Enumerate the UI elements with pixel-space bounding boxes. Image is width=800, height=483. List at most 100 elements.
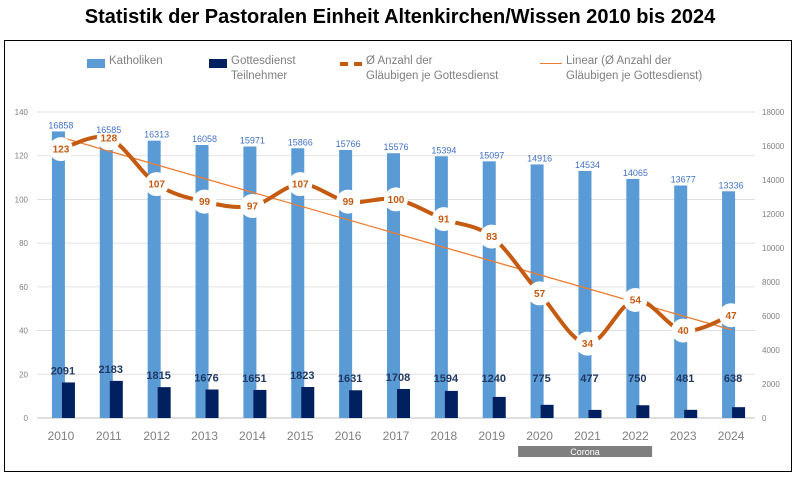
average-marker bbox=[336, 189, 361, 214]
average-data-label: 97 bbox=[247, 201, 259, 212]
average-data-label: 91 bbox=[438, 215, 450, 226]
bar-gottesdienst bbox=[492, 396, 506, 418]
average-data-label: 100 bbox=[388, 195, 405, 206]
average-marker bbox=[431, 207, 456, 232]
average-marker bbox=[48, 137, 73, 162]
legend-label-katholiken: Katholiken bbox=[109, 55, 163, 67]
corona-band bbox=[518, 446, 653, 457]
gottesdienst-data-label: 2183 bbox=[99, 364, 123, 376]
gottesdienst-data-label: 481 bbox=[676, 373, 694, 385]
y-left-tick-label: 120 bbox=[15, 152, 29, 161]
average-data-label: 123 bbox=[53, 145, 70, 156]
average-marker bbox=[671, 318, 696, 343]
bar-gottesdienst bbox=[61, 382, 75, 418]
gottesdienst-data-label: 1240 bbox=[481, 373, 505, 385]
legend-label-linear-line2: Gläubigen je Gottesdienst) bbox=[566, 70, 703, 82]
katholiken-data-label: 15576 bbox=[383, 142, 408, 152]
katholiken-data-label: 16858 bbox=[48, 120, 73, 130]
average-data-label: 40 bbox=[678, 326, 690, 337]
x-tick-label: 2014 bbox=[239, 429, 266, 443]
y-left-tick-label: 20 bbox=[19, 370, 28, 379]
y-right-tick-label: 12000 bbox=[762, 210, 785, 219]
legend-label-linear: Linear (Ø Anzahl der Gläubigen je Gottes… bbox=[566, 54, 702, 84]
bar-gottesdienst bbox=[588, 409, 602, 418]
average-marker bbox=[192, 189, 217, 214]
gottesdienst-data-label: 750 bbox=[628, 373, 646, 385]
legend-label-gottesdienst-line2: Teilnehmer bbox=[231, 70, 288, 82]
bar-gottesdienst bbox=[157, 387, 171, 418]
gottesdienst-data-label: 1676 bbox=[194, 373, 218, 385]
bar-katholiken bbox=[674, 185, 688, 418]
katholiken-data-label: 16313 bbox=[144, 130, 169, 140]
x-tick-label: 2024 bbox=[718, 429, 745, 443]
y-left-tick-label: 60 bbox=[19, 283, 28, 292]
average-data-label: 128 bbox=[100, 134, 117, 145]
x-tick-label: 2022 bbox=[622, 429, 649, 443]
x-tick-label: 2011 bbox=[96, 429, 122, 443]
katholiken-data-label: 14534 bbox=[575, 160, 600, 170]
bar-katholiken bbox=[578, 170, 592, 418]
average-data-label: 99 bbox=[343, 197, 355, 208]
gottesdienst-data-label: 775 bbox=[532, 373, 550, 385]
x-tick-label: 2023 bbox=[670, 429, 697, 443]
x-tick-label: 2018 bbox=[431, 429, 458, 443]
average-marker bbox=[575, 331, 600, 356]
y-right-tick-label: 4000 bbox=[762, 346, 780, 355]
gottesdienst-data-label: 1815 bbox=[146, 370, 170, 382]
average-data-label: 107 bbox=[148, 180, 165, 191]
gottesdienst-data-label: 477 bbox=[580, 373, 598, 385]
x-tick-label: 2013 bbox=[191, 429, 218, 443]
x-tick-label: 2016 bbox=[335, 429, 362, 443]
chart-title: Statistik der Pastoralen Einheit Altenki… bbox=[84, 6, 716, 28]
bar-katholiken bbox=[387, 153, 400, 418]
legend-label-gottesdienst: Gottesdienst Teilnehmer bbox=[231, 54, 296, 84]
bar-gottesdienst bbox=[205, 389, 219, 418]
y-left-tick-label: 140 bbox=[15, 108, 29, 117]
corona-label: Corona bbox=[570, 447, 600, 457]
trendline-linear bbox=[60, 136, 732, 331]
bar-gottesdienst bbox=[732, 407, 746, 418]
chart-frame bbox=[4, 40, 792, 472]
y-right-tick-label: 8000 bbox=[762, 278, 780, 287]
legend-swatch-average bbox=[340, 62, 362, 66]
katholiken-data-label: 15766 bbox=[336, 139, 361, 149]
y-right-tick-label: 18000 bbox=[762, 108, 785, 117]
y-right-tick-label: 10000 bbox=[762, 244, 785, 253]
katholiken-data-label: 15866 bbox=[288, 137, 313, 147]
bar-gottesdienst bbox=[397, 388, 410, 418]
gottesdienst-data-label: 1708 bbox=[386, 372, 410, 384]
legend-label-average: Ø Anzahl der Gläubigen je Gottesdienst bbox=[366, 54, 498, 84]
legend-swatch-linear bbox=[540, 63, 562, 64]
bar-gottesdienst bbox=[684, 409, 698, 418]
average-data-label: 83 bbox=[486, 232, 498, 243]
x-tick-label: 2020 bbox=[526, 429, 553, 443]
legend-swatch-gottesdienst bbox=[209, 59, 227, 68]
legend-label-gottesdienst-line1: Gottesdienst bbox=[231, 55, 296, 67]
legend-swatch-katholiken bbox=[87, 59, 105, 68]
gottesdienst-data-label: 1594 bbox=[434, 373, 459, 385]
average-marker bbox=[479, 224, 504, 249]
legend-label-average-line2: Gläubigen je Gottesdienst bbox=[366, 70, 499, 82]
average-data-label: 107 bbox=[292, 180, 309, 191]
x-tick-label: 2015 bbox=[287, 429, 314, 443]
y-right-tick-label: 0 bbox=[762, 414, 767, 423]
bar-gottesdienst bbox=[253, 389, 267, 418]
average-marker bbox=[96, 126, 121, 151]
average-data-label: 57 bbox=[534, 289, 546, 300]
average-marker bbox=[288, 172, 313, 197]
bar-katholiken bbox=[147, 140, 161, 418]
x-tick-label: 2010 bbox=[48, 429, 75, 443]
average-marker bbox=[144, 172, 169, 197]
y-left-tick-label: 80 bbox=[19, 239, 28, 248]
legend-label-linear-line1: Linear (Ø Anzahl der bbox=[566, 55, 672, 67]
bar-gottesdienst bbox=[301, 387, 315, 418]
y-left-tick-label: 0 bbox=[24, 414, 29, 423]
y-right-tick-label: 6000 bbox=[762, 312, 780, 321]
y-right-tick-label: 16000 bbox=[762, 142, 785, 151]
bar-gottesdienst bbox=[109, 380, 123, 418]
y-left-tick-label: 40 bbox=[19, 327, 28, 336]
katholiken-data-label: 14916 bbox=[527, 153, 552, 163]
bar-gottesdienst bbox=[540, 404, 554, 418]
gottesdienst-data-label: 638 bbox=[724, 373, 742, 385]
katholiken-data-label: 15097 bbox=[479, 150, 504, 160]
